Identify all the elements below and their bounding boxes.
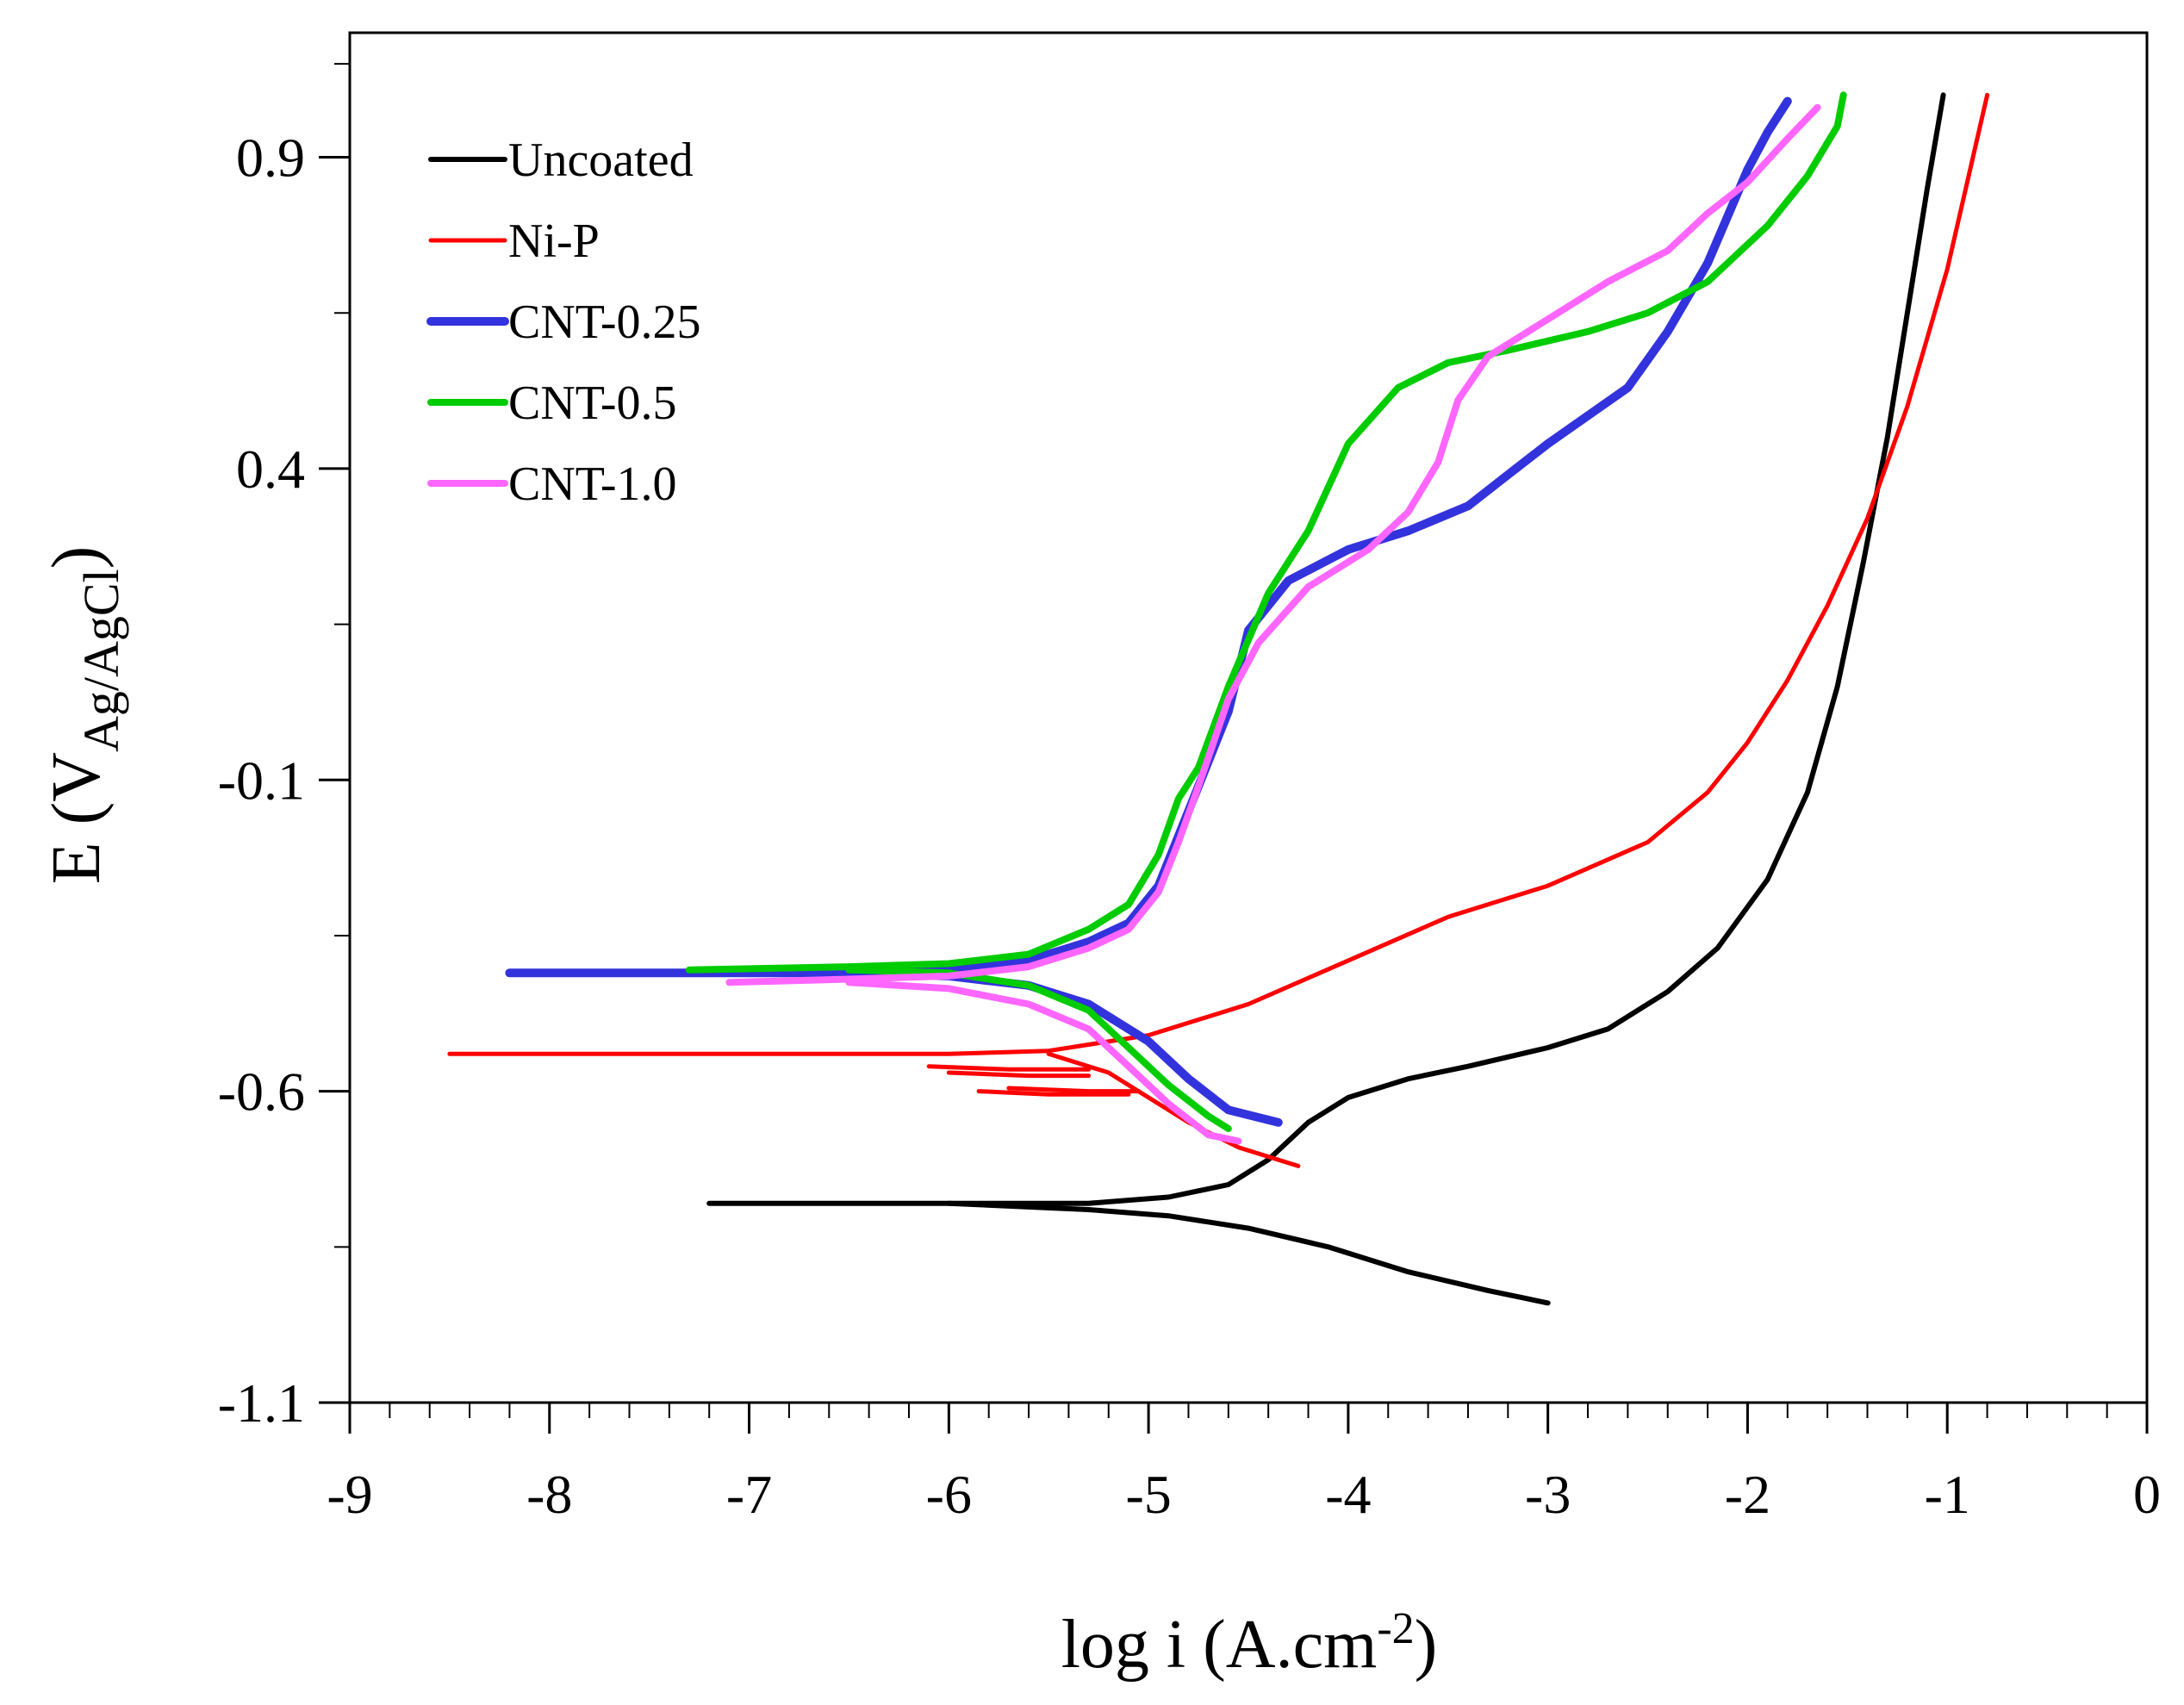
x-axis-title: log i (A.cm-2) <box>1061 1604 1438 1683</box>
series-uncoated <box>706 92 1946 1306</box>
x-tick-label: -9 <box>327 1464 372 1525</box>
y-axis: -1.1 -0.6 -0.1 0.4 0.9 <box>218 63 350 1434</box>
series-cnt-1-0 <box>725 103 1821 1145</box>
x-tick-label: 0 <box>2133 1464 2161 1525</box>
legend-label-uncoated: Uncoated <box>508 134 694 187</box>
x-tick-label: -4 <box>1325 1464 1371 1525</box>
legend: Uncoated Ni-P CNT-0.25 CNT-0.5 CNT-1.0 <box>426 134 701 511</box>
legend-label-ni-p: Ni-P <box>508 215 600 268</box>
series-cnt-1-0-cathodic-branch <box>845 979 1242 1145</box>
x-tick-label: -5 <box>1125 1464 1171 1525</box>
series-ni-p-cathodic-branch <box>1046 1051 1301 1168</box>
plot-area <box>348 31 2149 1404</box>
x-tick-label: -3 <box>1525 1464 1571 1525</box>
series-cnt-0-5-anodic-branch <box>686 91 1847 974</box>
series-uncoated-anodic-branch <box>706 92 1946 1206</box>
x-tick-label: -8 <box>526 1464 572 1525</box>
y-tick-label: 0.4 <box>236 439 305 500</box>
series-ni-p-fragment <box>926 1064 1092 1072</box>
legend-label-cnt-0-25: CNT-0.25 <box>508 296 701 349</box>
x-tick-label: -2 <box>1725 1464 1770 1525</box>
series-cnt-0-25-anodic-branch <box>505 96 1792 978</box>
series-ni-p-fragment <box>1006 1086 1141 1094</box>
x-tick-label: -7 <box>726 1464 772 1525</box>
series-ni-p-fragment <box>946 1070 1092 1079</box>
y-tick-label: -0.6 <box>218 1061 305 1123</box>
y-tick-label: 0.9 <box>236 128 305 189</box>
series-ni-p <box>447 92 1990 1168</box>
series-uncoated-cathodic-branch <box>946 1200 1551 1306</box>
y-axis-title: E (VAg/AgCl) <box>39 546 129 885</box>
legend-label-cnt-0-5: CNT-0.5 <box>508 376 677 430</box>
x-tick-label: -1 <box>1925 1464 1970 1525</box>
y-tick-label: -1.1 <box>218 1372 305 1434</box>
legend-label-cnt-1-0: CNT-1.0 <box>508 457 677 511</box>
x-axis: -9 -8 -7 -6 -5 -4 -3 -2 -1 0 <box>327 1403 2161 1525</box>
x-tick-label: -6 <box>926 1464 972 1525</box>
y-tick-label: -0.1 <box>218 750 305 811</box>
series-ni-p-fragment <box>976 1089 1131 1097</box>
x-minor-ticks <box>389 1403 2108 1418</box>
series-layer <box>447 91 1990 1306</box>
plot-border <box>348 31 2149 1404</box>
series-ni-p-anodic-branch <box>447 92 1990 1056</box>
series-cnt-1-0-anodic-branch <box>725 103 1821 986</box>
